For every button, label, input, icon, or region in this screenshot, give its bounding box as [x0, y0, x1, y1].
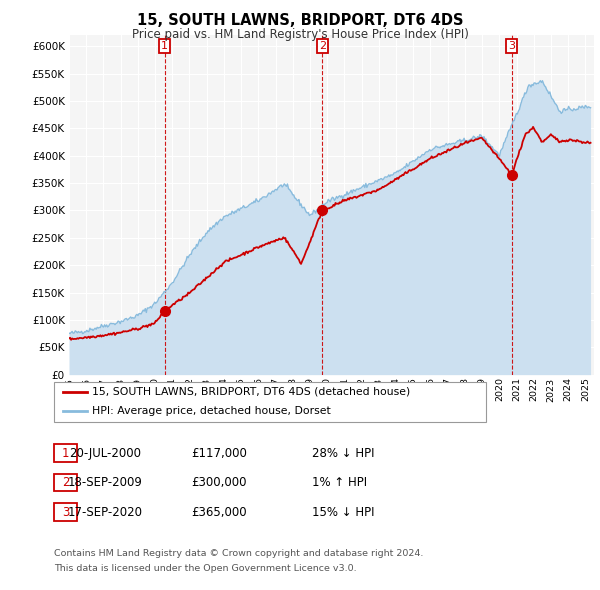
Text: 15% ↓ HPI: 15% ↓ HPI — [312, 506, 374, 519]
Text: 15, SOUTH LAWNS, BRIDPORT, DT6 4DS: 15, SOUTH LAWNS, BRIDPORT, DT6 4DS — [137, 13, 463, 28]
Text: £117,000: £117,000 — [191, 447, 247, 460]
Text: 2: 2 — [319, 41, 326, 51]
Text: 15, SOUTH LAWNS, BRIDPORT, DT6 4DS (detached house): 15, SOUTH LAWNS, BRIDPORT, DT6 4DS (deta… — [92, 387, 410, 396]
Text: 3: 3 — [62, 506, 69, 519]
Text: 17-SEP-2020: 17-SEP-2020 — [67, 506, 143, 519]
Text: HPI: Average price, detached house, Dorset: HPI: Average price, detached house, Dors… — [92, 407, 331, 416]
Text: £300,000: £300,000 — [191, 476, 247, 489]
Text: 28% ↓ HPI: 28% ↓ HPI — [312, 447, 374, 460]
Text: 2: 2 — [62, 476, 69, 489]
Text: This data is licensed under the Open Government Licence v3.0.: This data is licensed under the Open Gov… — [54, 565, 356, 573]
Text: 1% ↑ HPI: 1% ↑ HPI — [312, 476, 367, 489]
Text: 1: 1 — [62, 447, 69, 460]
Text: 1: 1 — [161, 41, 168, 51]
Text: 20-JUL-2000: 20-JUL-2000 — [69, 447, 141, 460]
Text: £365,000: £365,000 — [191, 506, 247, 519]
Text: 3: 3 — [508, 41, 515, 51]
Text: 18-SEP-2009: 18-SEP-2009 — [68, 476, 142, 489]
Text: Contains HM Land Registry data © Crown copyright and database right 2024.: Contains HM Land Registry data © Crown c… — [54, 549, 424, 558]
Text: Price paid vs. HM Land Registry's House Price Index (HPI): Price paid vs. HM Land Registry's House … — [131, 28, 469, 41]
